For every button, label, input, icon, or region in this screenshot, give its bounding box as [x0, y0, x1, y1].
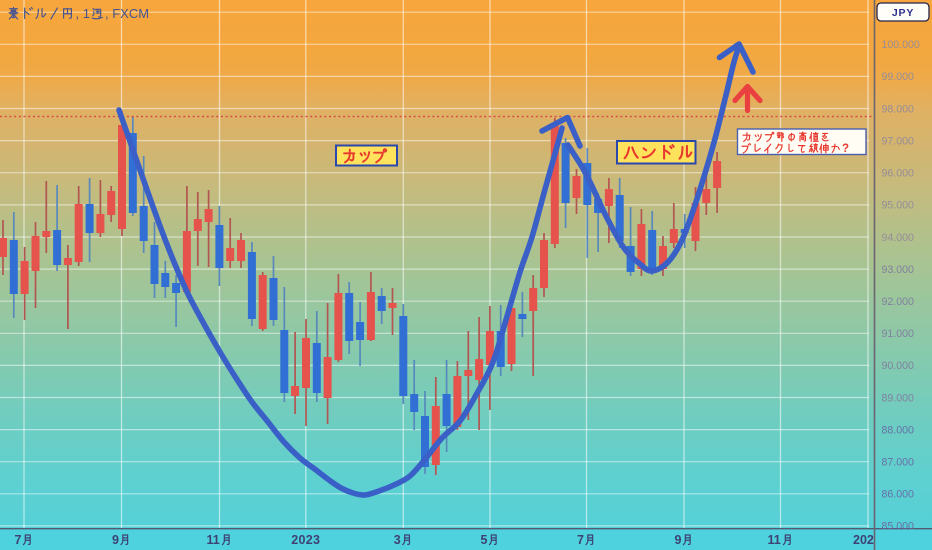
svg-text:93.000: 93.000 — [882, 264, 915, 276]
svg-text:99.000: 99.000 — [882, 71, 915, 83]
svg-text:97.000: 97.000 — [882, 135, 915, 147]
svg-text:11: 11 — [207, 533, 220, 547]
svg-text:86.000: 86.000 — [882, 489, 915, 501]
svg-text:85.000: 85.000 — [882, 521, 915, 533]
svg-text:7: 7 — [577, 533, 584, 547]
svg-text:JPY: JPY — [892, 7, 914, 19]
svg-text:9: 9 — [675, 533, 682, 547]
svg-text:?: ? — [842, 143, 849, 155]
svg-text:95.000: 95.000 — [882, 200, 915, 212]
svg-text:89.000: 89.000 — [882, 392, 915, 404]
svg-text:11: 11 — [768, 533, 781, 547]
svg-text:, 1: , 1 — [76, 6, 90, 21]
svg-text:2023: 2023 — [291, 533, 320, 547]
svg-text:96.000: 96.000 — [882, 168, 915, 180]
svg-text:5: 5 — [481, 533, 488, 547]
svg-text:7: 7 — [15, 533, 22, 547]
svg-text:3: 3 — [394, 533, 401, 547]
svg-text:98.000: 98.000 — [882, 103, 915, 115]
svg-text:94.000: 94.000 — [882, 232, 915, 244]
svg-text:90.000: 90.000 — [882, 360, 915, 372]
svg-text:9: 9 — [112, 533, 119, 547]
svg-text:88.000: 88.000 — [882, 424, 915, 436]
svg-text:202: 202 — [853, 533, 874, 547]
svg-text:91.000: 91.000 — [882, 328, 915, 340]
svg-text:, FXCM: , FXCM — [105, 6, 149, 21]
svg-text:92.000: 92.000 — [882, 296, 915, 308]
svg-text:87.000: 87.000 — [882, 457, 915, 469]
svg-text:100.000: 100.000 — [882, 39, 920, 51]
